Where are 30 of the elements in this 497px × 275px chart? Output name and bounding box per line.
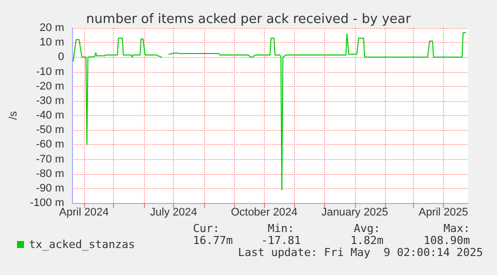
text: 108.90m bbox=[424, 234, 470, 247]
y-tick-label: 20 m bbox=[40, 22, 64, 34]
text: Avg: bbox=[354, 222, 380, 235]
chart-title: number of items acked per ack received - by year bbox=[86, 12, 412, 27]
text: Cur: bbox=[193, 222, 220, 235]
y-tick-label: -10 m bbox=[36, 66, 64, 78]
text: -17.81 bbox=[261, 234, 301, 247]
x-tick-label: October 2024 bbox=[230, 206, 298, 218]
y-tick-label: -60 m bbox=[36, 138, 64, 151]
y-tick-label: -70 m bbox=[36, 153, 64, 166]
text: 16.77m bbox=[193, 234, 234, 247]
y-tick-label: -90 m bbox=[36, 182, 64, 194]
y-tick-label: -50 m bbox=[36, 124, 64, 136]
x-tick-label: April 2024 bbox=[59, 206, 109, 218]
y-tick-label: -20 m bbox=[36, 80, 64, 92]
y-tick-label: -30 m bbox=[36, 94, 64, 107]
legend-label: tx_acked_stanzas bbox=[29, 238, 135, 251]
text: Max: bbox=[444, 222, 470, 235]
text: Last update: Fri May 9 02:00:14 2025 bbox=[238, 246, 483, 259]
x-tick-label: July 2024 bbox=[150, 206, 198, 218]
text: Min: bbox=[268, 222, 294, 235]
text: 1.82m bbox=[350, 234, 384, 247]
y-tick-label: -100 m bbox=[30, 197, 64, 209]
y-tick-label: -40 m bbox=[36, 110, 64, 122]
y-tick-label: -80 m bbox=[36, 168, 64, 180]
y-tick-label: 0 bbox=[58, 51, 64, 64]
x-tick-label: April 2025 bbox=[418, 206, 468, 218]
y-tick-label: 10 m bbox=[40, 36, 64, 49]
x-tick-label: January 2025 bbox=[321, 206, 388, 218]
y-axis-title: /s bbox=[8, 110, 20, 120]
